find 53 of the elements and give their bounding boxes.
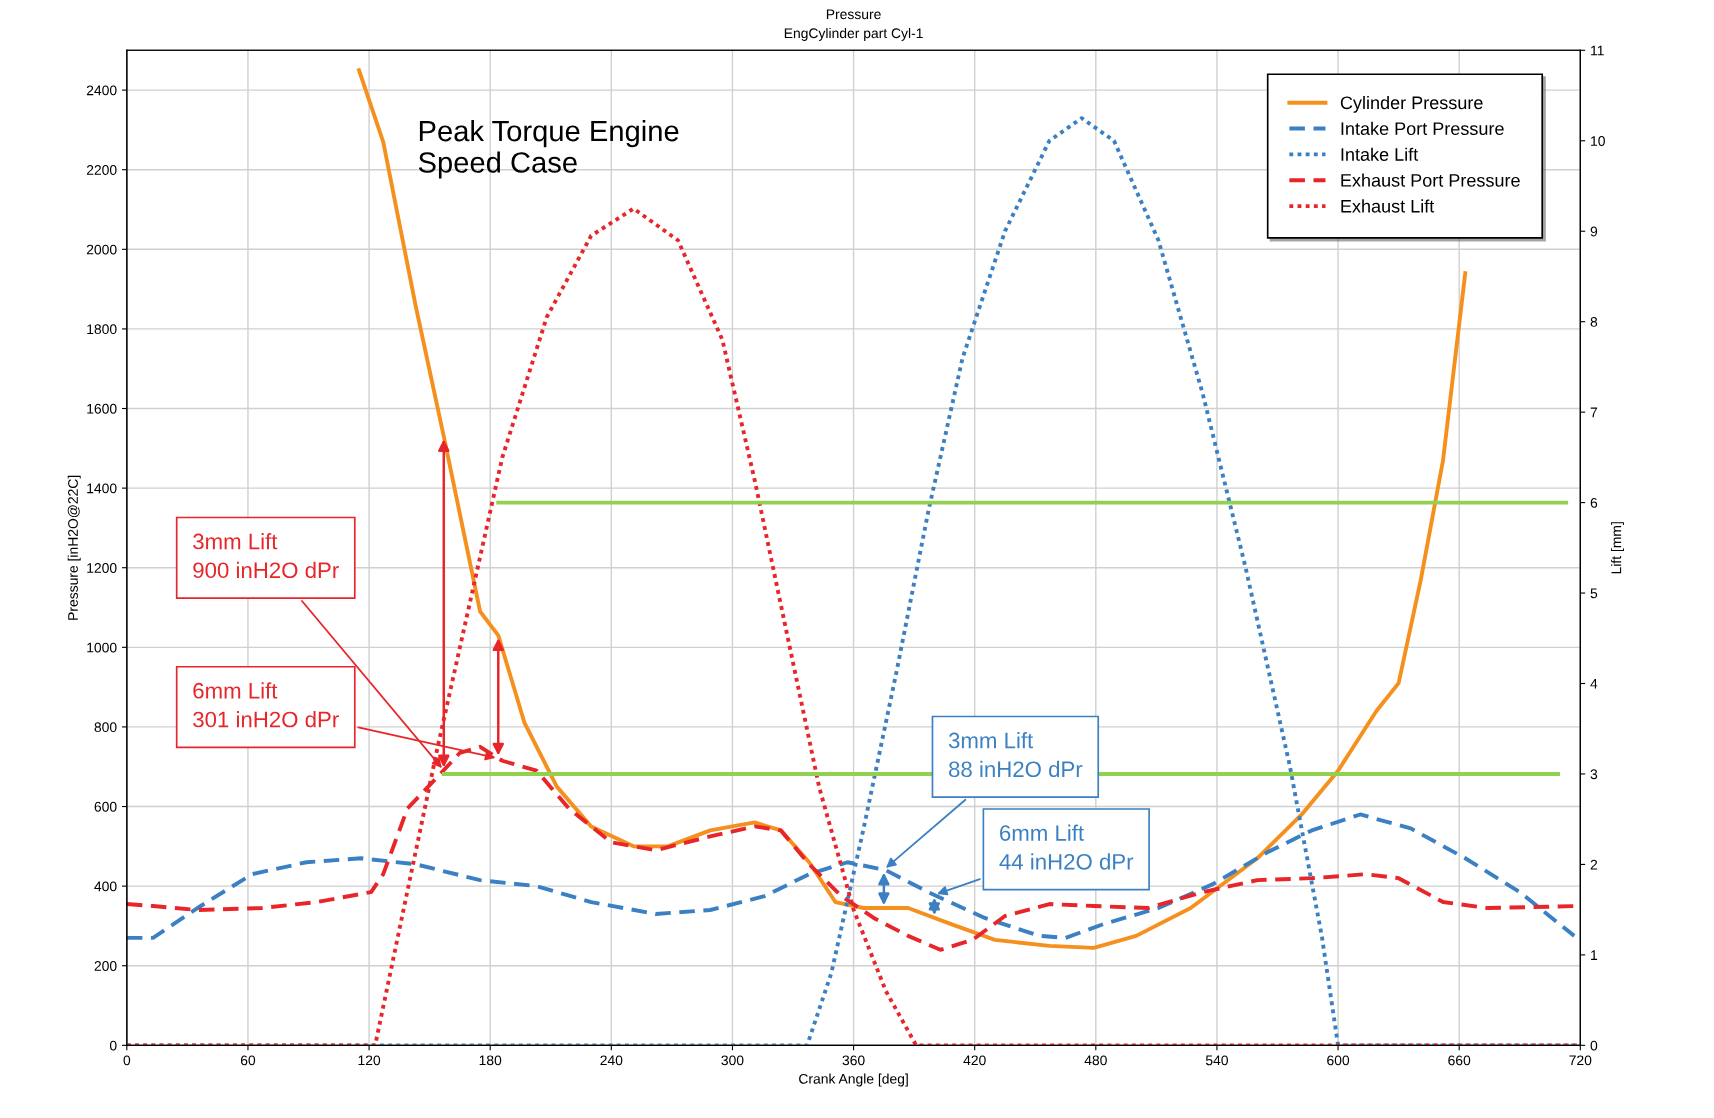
- y2-tick-label: 9: [1590, 226, 1598, 237]
- annotation: Peak Torque Engine Speed Case: [418, 119, 679, 179]
- y-tick-label: 2400: [86, 85, 117, 96]
- y2-tick-label: 0: [1590, 1040, 1598, 1051]
- y2-tick-label: 1: [1591, 950, 1598, 960]
- y2-tick-label: 6: [1590, 497, 1598, 508]
- x-tick-label: 0: [123, 1055, 131, 1066]
- y-tick-label: 1800: [87, 324, 117, 335]
- legend-label: Intake Port Pressure: [1341, 121, 1504, 136]
- chart-subtitle: EngCylinder part Cyl-1: [784, 27, 923, 41]
- y-tick-label: 200: [94, 961, 117, 971]
- y-tick-label: 2000: [86, 244, 117, 255]
- x-tick-label: 240: [600, 1055, 623, 1066]
- legend-label: Exhaust Lift: [1341, 199, 1435, 213]
- y-tick-label: 800: [94, 722, 117, 733]
- x-tick-label: 660: [1448, 1055, 1471, 1066]
- x-tick-label: 180: [479, 1055, 502, 1066]
- y-tick-label: 1400: [87, 483, 117, 494]
- x-tick-label: 600: [1327, 1055, 1350, 1066]
- annotation: 3mm Lift 900 inH2O dPr: [193, 533, 339, 579]
- y-tick-label: 1600: [87, 403, 117, 414]
- y-tick-label: 1000: [87, 642, 117, 653]
- y2-tick-label: 8: [1590, 317, 1598, 327]
- x-tick-label: 480: [1084, 1055, 1107, 1066]
- y2-tick-label: 2: [1590, 859, 1598, 870]
- x-tick-label: 120: [358, 1055, 381, 1066]
- x-tick-label: 300: [721, 1055, 744, 1066]
- annotation: 3mm Lift 88 inH2O dPr: [948, 732, 1083, 778]
- x-tick-label: 60: [240, 1055, 256, 1066]
- x-tick-label: 720: [1569, 1055, 1592, 1066]
- chart-title: Pressure: [826, 9, 881, 20]
- legend-label: Intake Lift: [1341, 147, 1419, 161]
- x-tick-label: 540: [1205, 1055, 1228, 1066]
- y2-tick-label: 11: [1591, 45, 1604, 56]
- y-axis-title: Pressure [inH2O@22C]: [67, 475, 81, 620]
- y2-axis-title: Lift [mm]: [1611, 522, 1624, 574]
- annotation: 6mm Lift 301 inH2O dPr: [193, 682, 339, 728]
- y2-tick-label: 10: [1591, 136, 1605, 146]
- annotation: 6mm Lift 44 inH2O dPr: [999, 824, 1134, 870]
- x-tick-label: 420: [963, 1055, 986, 1066]
- legend-label: Cylinder Pressure: [1340, 95, 1483, 113]
- y2-tick-label: 3: [1590, 769, 1598, 780]
- y-tick-label: 400: [94, 881, 117, 892]
- y-tick-label: 600: [94, 801, 117, 812]
- y-tick-label: 2200: [86, 165, 117, 175]
- y2-tick-label: 4: [1590, 678, 1598, 689]
- x-axis-title: Crank Angle [deg]: [799, 1073, 908, 1087]
- y2-tick-label: 5: [1590, 588, 1598, 599]
- x-tick-label: 360: [842, 1055, 865, 1066]
- y-tick-label: 0: [109, 1040, 117, 1051]
- legend-label: Exhaust Port Pressure: [1341, 173, 1520, 187]
- y-tick-label: 1200: [87, 563, 117, 573]
- y2-tick-label: 7: [1590, 407, 1598, 418]
